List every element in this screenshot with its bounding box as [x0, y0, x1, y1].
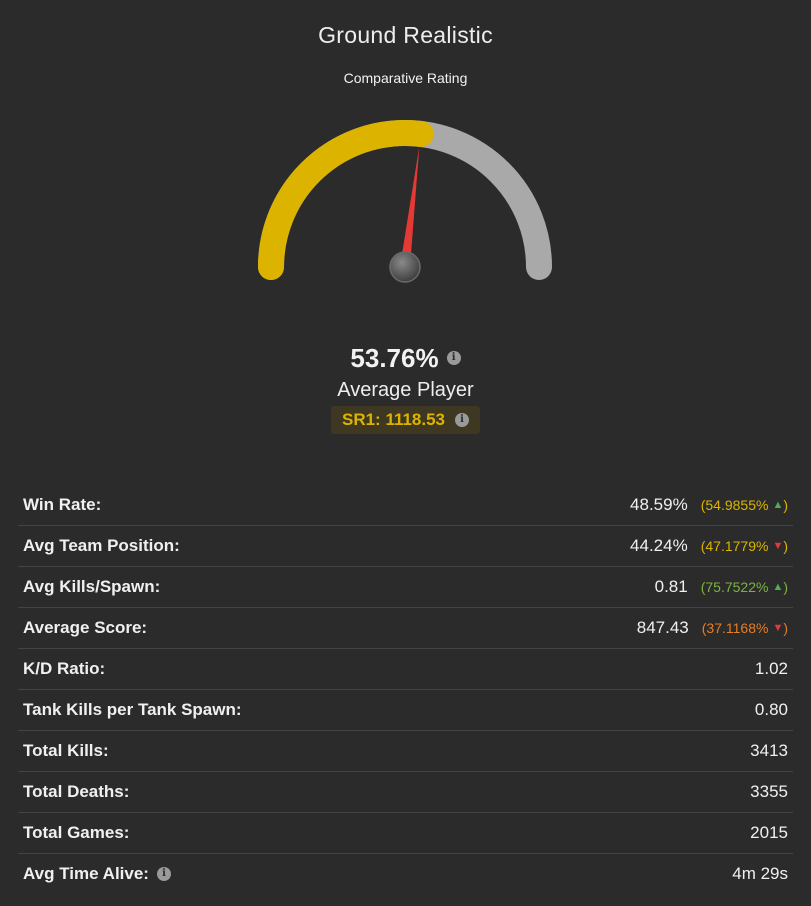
stat-values: 44.24% (47.1779% ▼): [630, 536, 788, 556]
arrow-down-icon: ▼: [772, 540, 784, 552]
info-icon[interactable]: i: [455, 413, 470, 427]
stat-label: Total Deaths:: [23, 782, 130, 801]
stat-value: 3413: [750, 741, 788, 760]
stat-row: Avg Kills/Spawn: 0.81 (75.7522% ▲): [18, 567, 793, 608]
arrow-down-icon: ▼: [772, 622, 784, 634]
stat-label: Avg Team Position:: [23, 536, 180, 555]
sr-badge: SR1: 1118.53 i: [330, 406, 481, 434]
percent-row: 53.76% i: [0, 340, 811, 376]
stat-row: K/D Ratio: 1.02: [18, 649, 793, 690]
stat-label: K/D Ratio:: [23, 659, 106, 678]
rating-summary: 53.76% i Average Player SR1: 1118.53 i: [0, 340, 811, 434]
stat-value: 0.80: [754, 700, 788, 719]
stat-row: Average Score: 847.43 (37.1168% ▼): [18, 608, 793, 649]
stat-value: 847.43: [636, 618, 689, 637]
info-icon[interactable]: i: [156, 867, 171, 881]
info-icon[interactable]: i: [446, 351, 461, 365]
arrow-up-icon: ▲: [772, 581, 784, 593]
stat-value: 2015: [750, 823, 788, 842]
page-title: Ground Realistic: [318, 22, 493, 48]
stat-compare: (47.1779% ▼): [700, 538, 788, 554]
gauge-subtitle: Comparative Rating: [343, 70, 468, 86]
stat-values: 0.81 (75.7522% ▲): [655, 577, 788, 597]
stat-compare: (75.7522% ▲): [700, 579, 788, 595]
rating-gauge: [258, 120, 552, 283]
arrow-up-icon: ▲: [772, 499, 784, 511]
stat-values: 847.43 (37.1168% ▼): [637, 618, 788, 638]
stat-value: 3355: [750, 782, 788, 801]
stat-label: Win Rate:: [23, 495, 102, 514]
stat-label: Avg Time Alive: i: [23, 864, 171, 884]
stat-label: Tank Kills per Tank Spawn:: [23, 700, 242, 719]
stat-compare: (54.9855% ▲): [700, 497, 788, 513]
stat-value: 48.59%: [630, 495, 688, 514]
gauge-hub: [389, 251, 421, 283]
stat-label: Total Games:: [23, 823, 130, 842]
player-tier-label: Average Player: [337, 379, 474, 401]
stat-label: Average Score:: [23, 618, 148, 637]
stat-value: 44.24%: [630, 536, 688, 555]
stat-label: Total Kills:: [23, 741, 109, 760]
gauge-needle: [400, 145, 420, 268]
sr-value: SR1: 1118.53: [341, 410, 446, 429]
stat-value: 4m 29s: [732, 864, 788, 883]
stat-row: Win Rate: 48.59% (54.9855% ▲): [18, 485, 793, 526]
stat-value: 1.02: [754, 659, 788, 678]
stat-row: Total Kills: 3413: [18, 731, 793, 772]
stat-row: Tank Kills per Tank Spawn: 0.80: [18, 690, 793, 731]
stat-row: Total Deaths: 3355: [18, 772, 793, 813]
gauge-fill: [258, 120, 434, 280]
stat-row: Avg Time Alive: i 4m 29s: [18, 854, 793, 894]
stat-value: 0.81: [654, 577, 688, 596]
stat-row: Total Games: 2015: [18, 813, 793, 854]
rating-percent: 53.76%: [350, 342, 439, 373]
stat-values: 48.59% (54.9855% ▲): [630, 495, 788, 515]
stats-table: Win Rate: 48.59% (54.9855% ▲) Avg Team Po…: [18, 485, 793, 894]
stat-compare: (37.1168% ▼): [701, 620, 788, 636]
stat-row: Avg Team Position: 44.24% (47.1779% ▼): [18, 526, 793, 567]
stat-label: Avg Kills/Spawn:: [23, 577, 161, 596]
